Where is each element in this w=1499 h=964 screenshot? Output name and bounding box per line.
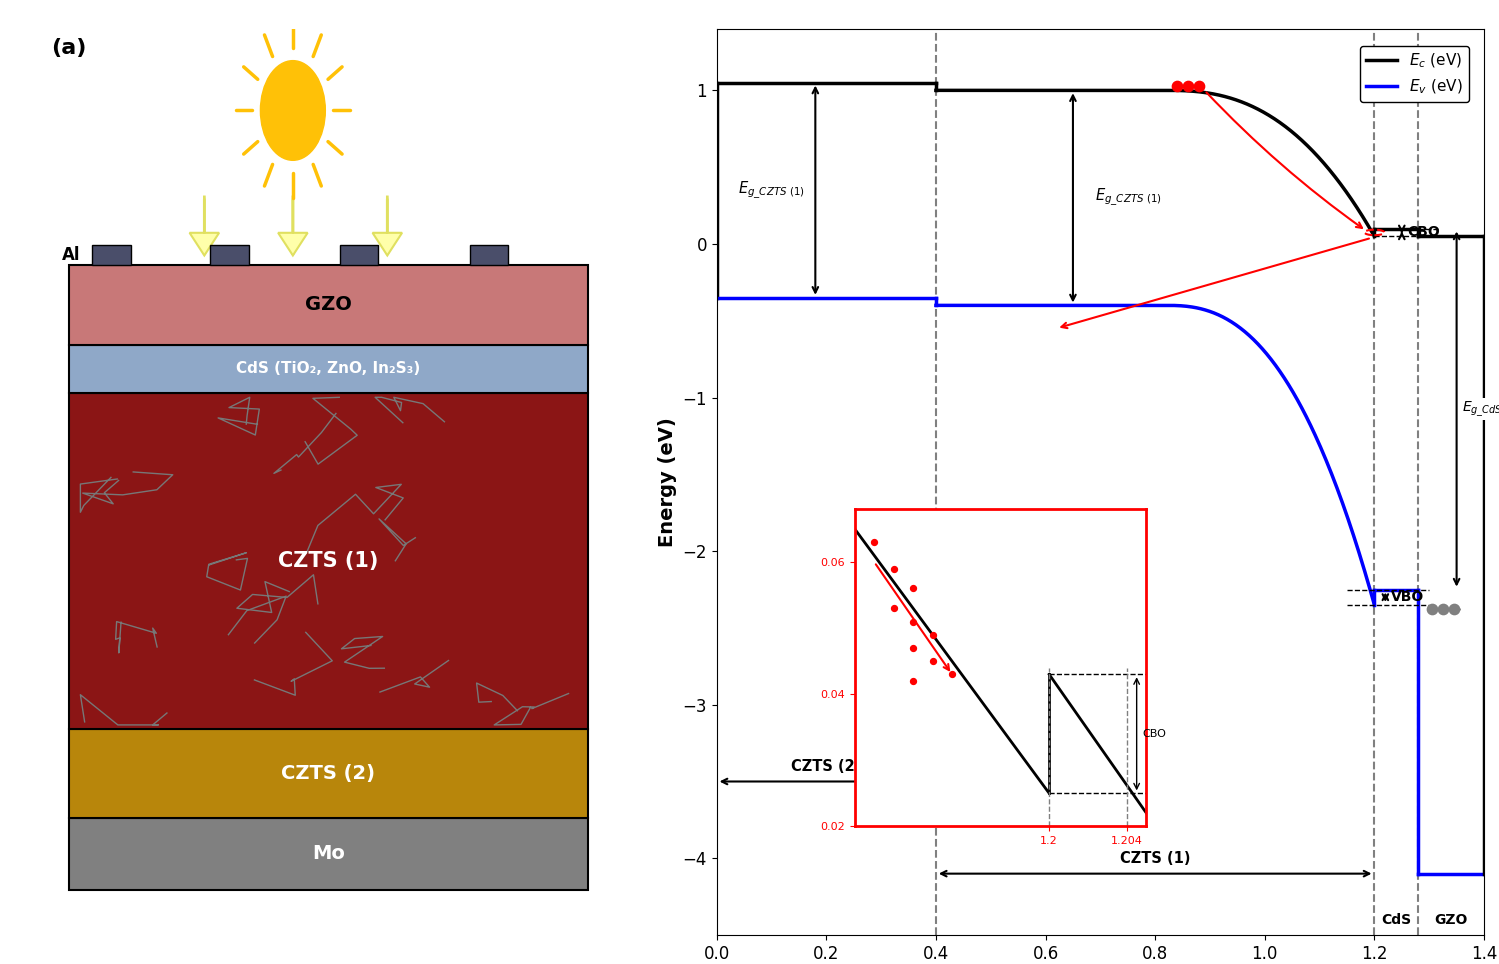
Text: CZTS (2): CZTS (2)	[282, 764, 375, 783]
FancyArrow shape	[373, 197, 402, 255]
Point	[1187, 78, 1211, 94]
Text: $E_{g\_CdS}$: $E_{g\_CdS}$	[1462, 399, 1499, 418]
Legend: $E_c$ (eV), $E_v$ (eV): $E_c$ (eV), $E_v$ (eV)	[1360, 45, 1469, 102]
Y-axis label: Energy (eV): Energy (eV)	[658, 417, 678, 547]
Circle shape	[261, 61, 325, 160]
Bar	[69, 264, 588, 345]
FancyArrow shape	[189, 197, 219, 255]
Text: CdS: CdS	[1381, 914, 1412, 927]
Bar	[69, 345, 588, 392]
Text: CdS (TiO₂, ZnO, In₂S₃): CdS (TiO₂, ZnO, In₂S₃)	[237, 362, 420, 376]
Bar	[340, 245, 378, 264]
Text: $E_{g\_CZTS\ (1)}$: $E_{g\_CZTS\ (1)}$	[738, 179, 805, 201]
Text: CZTS (2): CZTS (2)	[791, 759, 862, 774]
Point	[1442, 602, 1466, 617]
Point	[1432, 602, 1456, 617]
FancyArrow shape	[279, 197, 307, 255]
Text: GZO: GZO	[1435, 914, 1468, 927]
Bar	[69, 392, 588, 730]
Text: CZTS (1): CZTS (1)	[1120, 851, 1190, 866]
Text: Mo: Mo	[312, 844, 345, 863]
Bar	[471, 245, 508, 264]
Text: (a): (a)	[51, 38, 87, 58]
Text: $E_{g\_CZTS\ (1)}$: $E_{g\_CZTS\ (1)}$	[1094, 187, 1162, 208]
Bar	[69, 730, 588, 817]
Text: CZTS (1): CZTS (1)	[279, 551, 378, 571]
Text: CBO: CBO	[1408, 226, 1441, 239]
Text: Al: Al	[61, 246, 81, 263]
Point	[1177, 78, 1201, 94]
Text: VBO: VBO	[1391, 590, 1424, 604]
Text: GZO: GZO	[304, 295, 352, 314]
Point	[1420, 602, 1444, 617]
Point	[1165, 78, 1189, 94]
Bar	[93, 245, 130, 264]
Bar	[210, 245, 249, 264]
Bar	[69, 817, 588, 890]
